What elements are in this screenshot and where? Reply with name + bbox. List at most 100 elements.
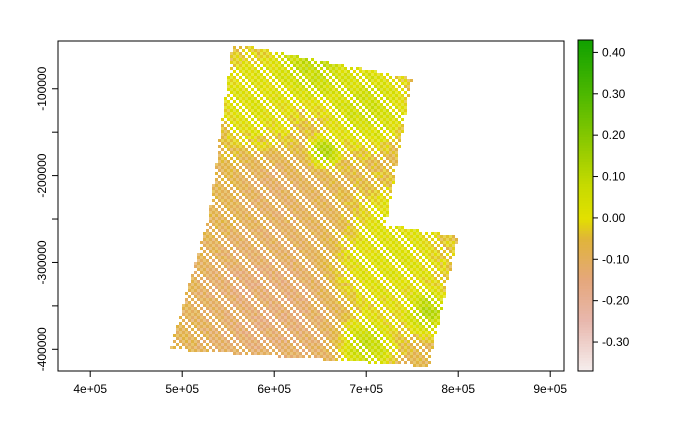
legend-swatch (578, 222, 593, 226)
legend-swatch (578, 153, 593, 157)
legend-swatch (578, 362, 593, 367)
legend-swatch (578, 348, 593, 353)
legend-swatch (578, 89, 593, 94)
legend-swatch (578, 241, 593, 245)
legend-swatch (578, 125, 593, 129)
legend-tick-label: 0.10 (602, 170, 626, 184)
legend-swatch (578, 279, 593, 284)
legend-swatch (578, 78, 593, 82)
legend-swatch (578, 142, 593, 146)
legend-swatch (578, 302, 593, 306)
legend-swatch (578, 161, 593, 165)
color-legend: 0.40 0.30 0.20 0.10 0.00 -0.10 -0.20 -0.30 (577, 39, 630, 372)
legend-swatch (578, 368, 593, 372)
legend-swatch (578, 155, 593, 160)
legend-swatch (578, 274, 593, 278)
legend-swatch (578, 224, 593, 229)
legend-swatch (578, 158, 593, 162)
legend-tick-label: -0.20 (602, 294, 630, 308)
x-tick-label: 7e+05 (349, 382, 383, 396)
legend-tick-label: -0.10 (602, 252, 630, 266)
legend-swatch (578, 326, 593, 331)
legend-swatch (578, 205, 593, 209)
legend-frame (577, 39, 594, 372)
legend-swatch (578, 365, 593, 369)
legend-swatch (578, 100, 593, 105)
legend-swatch (578, 175, 593, 179)
legend-tick-label: -0.30 (602, 335, 630, 349)
legend-swatch (578, 164, 593, 168)
legend-swatch (578, 183, 593, 187)
legend-swatch (578, 40, 593, 44)
legend-color-bar (578, 40, 593, 372)
x-tick-label: 6e+05 (257, 382, 291, 396)
legend-swatch (578, 111, 593, 116)
legend-swatch (578, 271, 593, 276)
legend-swatch (578, 150, 593, 154)
legend-swatch (578, 296, 593, 300)
x-tick-label: 9e+05 (533, 382, 567, 396)
legend-swatch (578, 45, 593, 49)
legend-swatch (578, 133, 593, 138)
legend-swatch (578, 103, 593, 107)
legend-swatch (578, 351, 593, 356)
legend-swatch (578, 216, 593, 220)
legend-swatch (578, 86, 593, 91)
legend-swatch (578, 59, 593, 63)
legend-swatch (578, 255, 593, 259)
legend-swatch (578, 263, 593, 267)
legend-swatch (578, 343, 593, 347)
legend-swatch (578, 337, 593, 342)
legend-swatch (578, 197, 593, 201)
legend-swatch (578, 95, 593, 99)
legend-swatch (578, 238, 593, 242)
legend-swatch (578, 335, 593, 339)
x-tick-label: 8e+05 (441, 382, 475, 396)
legend-swatch (578, 219, 593, 223)
legend-swatch (578, 332, 593, 336)
legend-swatch (578, 357, 593, 361)
legend-swatch (578, 48, 593, 52)
legend-swatch (578, 186, 593, 190)
legend-swatch (578, 131, 593, 135)
legend-swatch (578, 42, 593, 47)
plot-frame (57, 40, 565, 372)
legend-swatch (578, 169, 593, 173)
legend-swatch (578, 288, 593, 292)
legend-swatch (578, 252, 593, 256)
legend-swatch (578, 177, 593, 182)
y-tick-label: -100000 (35, 66, 49, 110)
legend-swatch (578, 260, 593, 265)
legend-swatch (578, 172, 593, 176)
legend-swatch (578, 106, 593, 110)
legend-swatch (578, 315, 593, 320)
legend-swatch (578, 324, 593, 328)
legend-swatch (578, 188, 593, 193)
legend-swatch (578, 266, 593, 270)
legend-swatch (578, 321, 593, 325)
legend-swatch (578, 75, 593, 80)
raster-layer (170, 46, 458, 367)
legend-swatch (578, 211, 593, 215)
legend-swatch (578, 246, 593, 251)
legend-swatch (578, 194, 593, 198)
legend-ticks: 0.40 0.30 0.20 0.10 0.00 -0.10 -0.20 -0.30 (593, 45, 630, 349)
y-axis: -100000 -200000 -300000 -400000 (35, 66, 58, 371)
legend-swatch (578, 310, 593, 314)
legend-swatch (578, 304, 593, 309)
legend-swatch (578, 92, 593, 96)
legend-swatch (578, 285, 593, 289)
legend-tick-label: 0.20 (602, 128, 626, 142)
legend-swatch (578, 199, 593, 204)
legend-swatch (578, 299, 593, 303)
y-tick-label: -200000 (35, 153, 49, 197)
legend-swatch (578, 136, 593, 140)
legend-swatch (578, 81, 593, 85)
legend-swatch (578, 53, 593, 58)
x-tick-label: 5e+05 (165, 382, 199, 396)
legend-swatch (578, 282, 593, 287)
legend-swatch (578, 257, 593, 262)
legend-swatch (578, 114, 593, 118)
x-tick-label: 4e+05 (73, 382, 107, 396)
